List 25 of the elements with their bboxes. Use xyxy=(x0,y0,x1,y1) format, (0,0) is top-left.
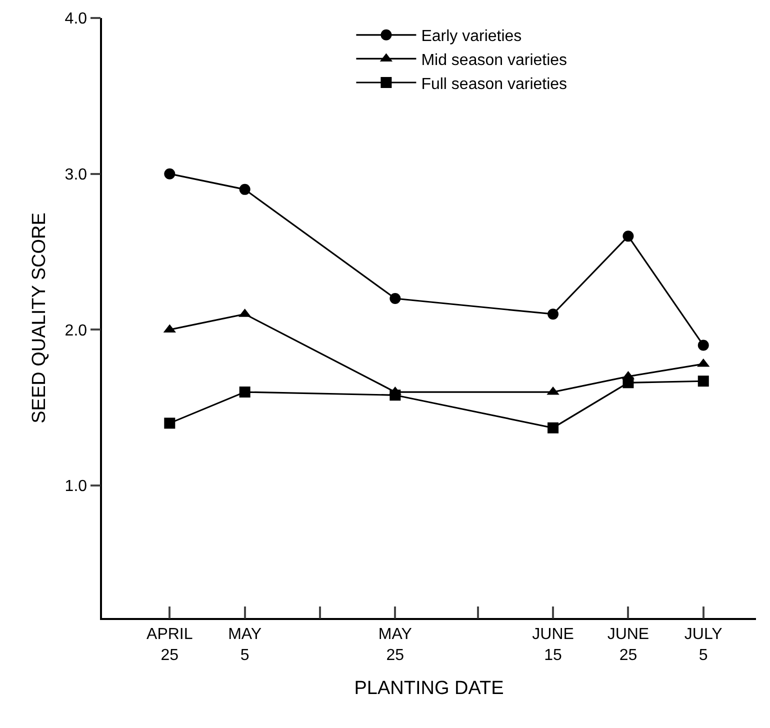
point xyxy=(548,422,559,434)
point xyxy=(239,386,250,398)
x-tick-label: MAY 5 xyxy=(228,626,262,664)
point xyxy=(164,168,176,180)
y-tick-label: 2.0 xyxy=(64,322,88,340)
x-tick-label: JUNE 15 xyxy=(532,626,574,664)
y-tick-label: 1.0 xyxy=(64,478,88,496)
point xyxy=(548,308,559,320)
point xyxy=(698,340,709,351)
legend-label: Full season varieties xyxy=(421,76,568,93)
x-tick-label: MAY 25 xyxy=(378,626,412,664)
x-tick-label: JULY 5 xyxy=(684,626,723,664)
y-tick-label: 3.0 xyxy=(64,166,88,184)
y-axis-title: SEED QUALITY SCORE xyxy=(29,212,50,424)
point xyxy=(622,230,634,242)
x-axis-title: PLANTING DATE xyxy=(354,678,504,700)
y-tick-label: 4.0 xyxy=(64,10,88,28)
point xyxy=(164,418,176,429)
legend-label: Early varieties xyxy=(421,28,522,46)
x-tick-label: APRIL 25 xyxy=(146,626,193,664)
point xyxy=(239,184,250,195)
x-tick-label: JUNE 25 xyxy=(607,626,650,664)
point xyxy=(698,376,709,387)
point xyxy=(390,293,401,304)
legend-label: Mid season varieties xyxy=(421,52,568,69)
